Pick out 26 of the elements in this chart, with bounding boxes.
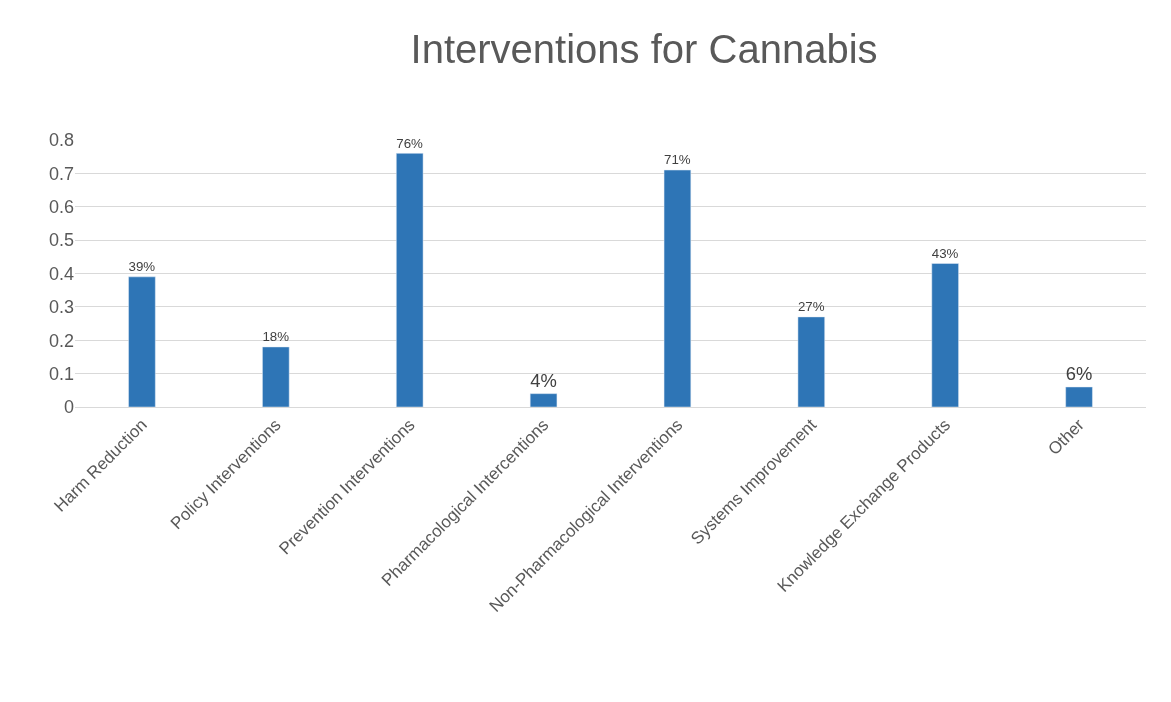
data-label: 18% [262,329,290,345]
bar [529,393,558,407]
bar [1065,386,1093,407]
bar [931,263,959,407]
y-tick-label: 0.5 [48,230,74,251]
bar [262,346,290,407]
bar [128,276,156,407]
data-label: 76% [396,135,424,151]
y-tick-label: 0.8 [48,130,74,151]
y-tick-label: 0.2 [48,330,74,351]
bar [663,169,692,407]
y-tick-label: 0.1 [48,363,74,384]
y-tick-label: 0 [63,397,74,418]
bar [797,316,825,407]
data-label: 4% [530,369,557,391]
data-label: 71% [664,152,691,168]
chart-title: Interventions for Cannabis [410,27,878,72]
data-label: 27% [797,299,825,315]
data-label: 43% [931,245,959,261]
data-label: 6% [1065,363,1093,385]
y-tick-label: 0.6 [48,197,74,218]
y-tick-label: 0.4 [48,263,74,284]
bar [396,153,424,407]
data-label: 39% [128,259,156,275]
y-tick-label: 0.3 [48,297,74,318]
y-tick-label: 0.7 [48,163,74,184]
